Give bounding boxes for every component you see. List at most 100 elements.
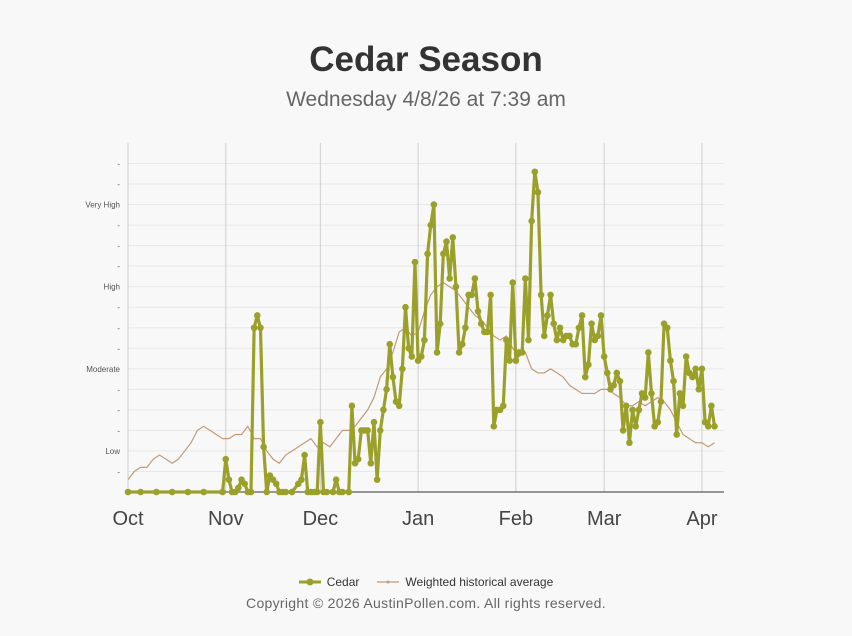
cedar-point-141 bbox=[657, 398, 665, 405]
cedar-point-148 bbox=[679, 402, 687, 410]
cedar-point-51 bbox=[373, 476, 381, 483]
cedar-point-132 bbox=[629, 406, 636, 414]
cedar-point-156 bbox=[704, 423, 712, 430]
cedar-point-17 bbox=[253, 312, 261, 319]
cedar-point-108 bbox=[553, 336, 561, 344]
x-tick-label-6: Apr bbox=[686, 508, 717, 530]
cedar-point-49 bbox=[367, 459, 375, 467]
cedar-point-101 bbox=[531, 168, 539, 176]
cedar-point-45 bbox=[354, 455, 362, 463]
cedar-point-126 bbox=[610, 381, 617, 389]
cedar-point-42 bbox=[345, 488, 353, 496]
cedar-point-54 bbox=[383, 386, 390, 393]
cedar-point-3 bbox=[168, 488, 176, 496]
cedar-point-88 bbox=[490, 423, 498, 430]
cedar-point-5 bbox=[200, 488, 207, 496]
cedar-point-83 bbox=[474, 308, 482, 315]
cedar-point-87 bbox=[487, 291, 494, 299]
cedar-point-95 bbox=[512, 357, 520, 364]
chart-legend: Cedar Weighted historical average bbox=[0, 575, 852, 589]
cedar-point-37 bbox=[323, 488, 330, 496]
cedar-point-146 bbox=[673, 431, 680, 438]
cedar-point-59 bbox=[399, 365, 406, 373]
cedar-point-151 bbox=[689, 373, 696, 381]
y-tick-label-4: - bbox=[117, 385, 120, 394]
cedar-point-70 bbox=[433, 349, 441, 356]
cedar-point-129 bbox=[619, 427, 627, 434]
x-tick-label-4: Feb bbox=[499, 508, 533, 530]
y-tick-label-12: - bbox=[117, 221, 120, 230]
cedar-point-23 bbox=[272, 480, 280, 488]
cedar-point-106 bbox=[547, 291, 554, 299]
cedar-point-99 bbox=[525, 336, 532, 344]
cedar-point-115 bbox=[575, 324, 583, 332]
copyright-text: Copyright © 2026 AustinPollen.com. All r… bbox=[246, 595, 606, 611]
cedar-point-143 bbox=[663, 324, 671, 332]
cedar-point-93 bbox=[506, 357, 513, 364]
legend-item-historical-average[interactable]: Weighted historical average bbox=[377, 575, 553, 589]
cedar-point-98 bbox=[522, 275, 529, 282]
cedar-point-34 bbox=[313, 488, 321, 496]
cedar-point-91 bbox=[499, 402, 507, 410]
y-tick-label-1: Low bbox=[105, 447, 120, 456]
cedar-point-147 bbox=[676, 390, 684, 397]
cedar-point-30 bbox=[301, 451, 308, 459]
cedar-point-52 bbox=[376, 427, 384, 434]
cedar-point-71 bbox=[436, 320, 444, 327]
cedar-point-38 bbox=[329, 488, 337, 496]
y-tick-label-0: - bbox=[117, 467, 120, 476]
x-tick-label-1: Nov bbox=[208, 508, 244, 530]
cedar-point-73 bbox=[443, 238, 450, 245]
cedar-point-144 bbox=[667, 357, 674, 364]
y-tick-label-15: - bbox=[117, 160, 120, 169]
cedar-point-130 bbox=[622, 402, 630, 410]
y-tick-label-7: - bbox=[117, 324, 120, 333]
y-tick-label-11: - bbox=[117, 242, 120, 251]
cedar-point-94 bbox=[509, 279, 517, 286]
y-tick-label-10: - bbox=[117, 262, 120, 271]
cedar-point-117 bbox=[581, 373, 589, 381]
cedar-point-107 bbox=[550, 320, 558, 327]
x-tick-label-2: Dec bbox=[303, 508, 339, 530]
y-tick-label-9: High bbox=[104, 283, 120, 292]
cedar-point-35 bbox=[317, 418, 324, 426]
cedar-point-100 bbox=[528, 217, 535, 225]
cedar-point-62 bbox=[408, 353, 416, 360]
cedar-point-43 bbox=[348, 402, 356, 410]
y-tick-label-8: - bbox=[117, 303, 120, 312]
cedar-point-149 bbox=[682, 353, 690, 360]
cedar-point-84 bbox=[477, 320, 485, 327]
y-tick-label-2: - bbox=[117, 426, 120, 435]
legend-label-cedar: Cedar bbox=[326, 575, 360, 589]
cedar-point-102 bbox=[534, 188, 542, 196]
cedar-point-19 bbox=[260, 443, 267, 451]
cedar-point-76 bbox=[452, 283, 460, 291]
cedar-point-124 bbox=[604, 369, 611, 377]
series-line-historical-average bbox=[127, 281, 715, 481]
cedar-point-66 bbox=[421, 336, 428, 344]
cedar-point-153 bbox=[695, 386, 703, 393]
x-tick-label-0: Oct bbox=[112, 508, 144, 530]
cedar-point-60 bbox=[402, 303, 409, 311]
legend-item-cedar[interactable]: Cedar bbox=[298, 575, 360, 589]
cedar-point-16 bbox=[250, 324, 258, 332]
cedar-point-58 bbox=[395, 402, 403, 410]
cedar-point-112 bbox=[566, 332, 573, 340]
cedar-point-103 bbox=[537, 291, 545, 299]
cedar-point-157 bbox=[708, 402, 715, 410]
cedar-point-15 bbox=[247, 488, 255, 496]
cedar-point-53 bbox=[380, 406, 387, 414]
cedar-point-26 bbox=[282, 488, 289, 496]
cedar-point-121 bbox=[594, 332, 602, 340]
cedar-point-6 bbox=[219, 488, 226, 496]
cedar-point-133 bbox=[632, 423, 640, 430]
cedar-point-118 bbox=[585, 361, 592, 369]
cedar-point-27 bbox=[288, 488, 296, 496]
cedar-point-7 bbox=[222, 455, 230, 463]
cedar-point-114 bbox=[572, 340, 580, 348]
cedar-point-50 bbox=[370, 418, 378, 426]
cedar-point-145 bbox=[670, 377, 677, 385]
y-tick-label-6: - bbox=[117, 344, 120, 353]
cedar-point-82 bbox=[471, 275, 479, 282]
cedar-point-79 bbox=[462, 324, 469, 332]
